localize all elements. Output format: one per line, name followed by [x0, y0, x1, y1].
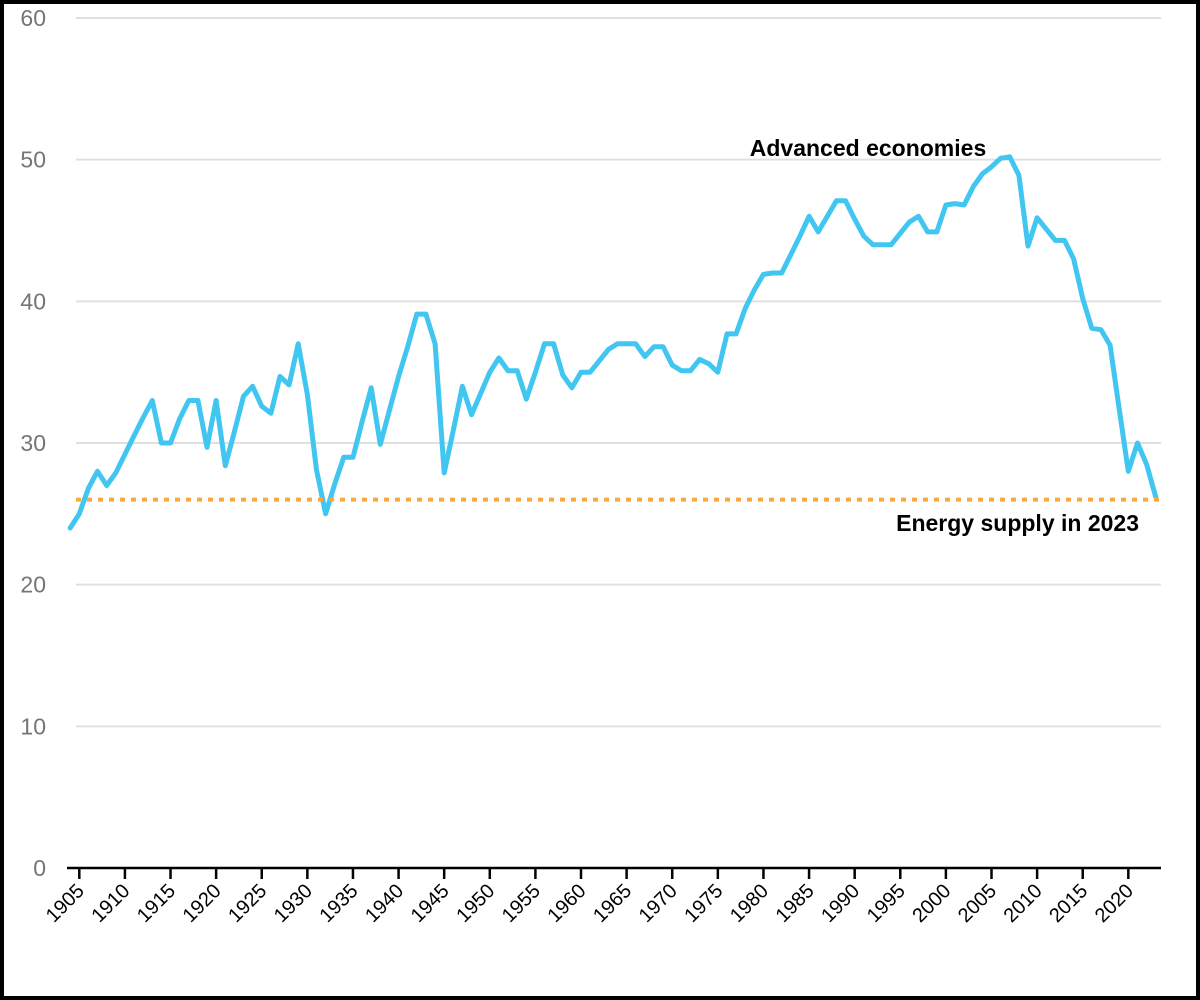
x-tick-label-2005: 2005 [954, 880, 1001, 927]
x-tick-label-1990: 1990 [817, 880, 864, 927]
x-tick-label-1995: 1995 [863, 880, 910, 927]
x-tick-label-1985: 1985 [772, 880, 819, 927]
y-tick-label-40: 40 [20, 288, 46, 314]
x-tick-label-1925: 1925 [224, 880, 271, 927]
y-axis-labels: 0 10 20 30 40 50 60 [20, 5, 46, 881]
x-tick-label-1945: 1945 [407, 880, 454, 927]
x-tick-label-1920: 1920 [179, 880, 226, 927]
y-tick-label-0: 0 [33, 855, 46, 881]
x-tick-label-2010: 2010 [1000, 880, 1047, 927]
x-tick-label-1910: 1910 [87, 880, 134, 927]
y-tick-label-60: 60 [20, 5, 46, 31]
x-tick-label-2000: 2000 [908, 880, 955, 927]
x-tick-label-1980: 1980 [726, 880, 773, 927]
x-tick-label-1950: 1950 [452, 880, 499, 927]
gridlines [76, 17, 1161, 728]
y-tick-label-20: 20 [20, 572, 46, 598]
x-axis: 1905191019151920192519301935194019451950… [42, 866, 1161, 927]
x-tick-label-1930: 1930 [270, 880, 317, 927]
series-line-advanced-economies [67, 154, 1159, 531]
x-tick-label-1975: 1975 [680, 880, 727, 927]
x-tick-label-1940: 1940 [361, 880, 408, 927]
y-tick-label-50: 50 [20, 147, 46, 173]
x-tick-label-2015: 2015 [1045, 880, 1092, 927]
x-tick-label-1905: 1905 [42, 880, 89, 927]
x-tick-label-1970: 1970 [635, 880, 682, 927]
x-tick-label-2020: 2020 [1091, 880, 1138, 927]
refline-label-energy-supply-2023: Energy supply in 2023 [896, 510, 1139, 536]
y-tick-label-10: 10 [20, 713, 46, 739]
x-tick-label-1935: 1935 [315, 880, 362, 927]
x-tick-label-1915: 1915 [133, 880, 180, 927]
x-tick-label-1965: 1965 [589, 880, 636, 927]
y-tick-label-30: 30 [20, 430, 46, 456]
x-tick-label-1955: 1955 [498, 880, 545, 927]
x-tick-label-1960: 1960 [544, 880, 591, 927]
line-chart-canvas: 0 10 20 30 40 50 60 190519101915192019251930193… [20, 5, 1161, 927]
series-label-advanced-economies: Advanced economies [749, 135, 987, 161]
